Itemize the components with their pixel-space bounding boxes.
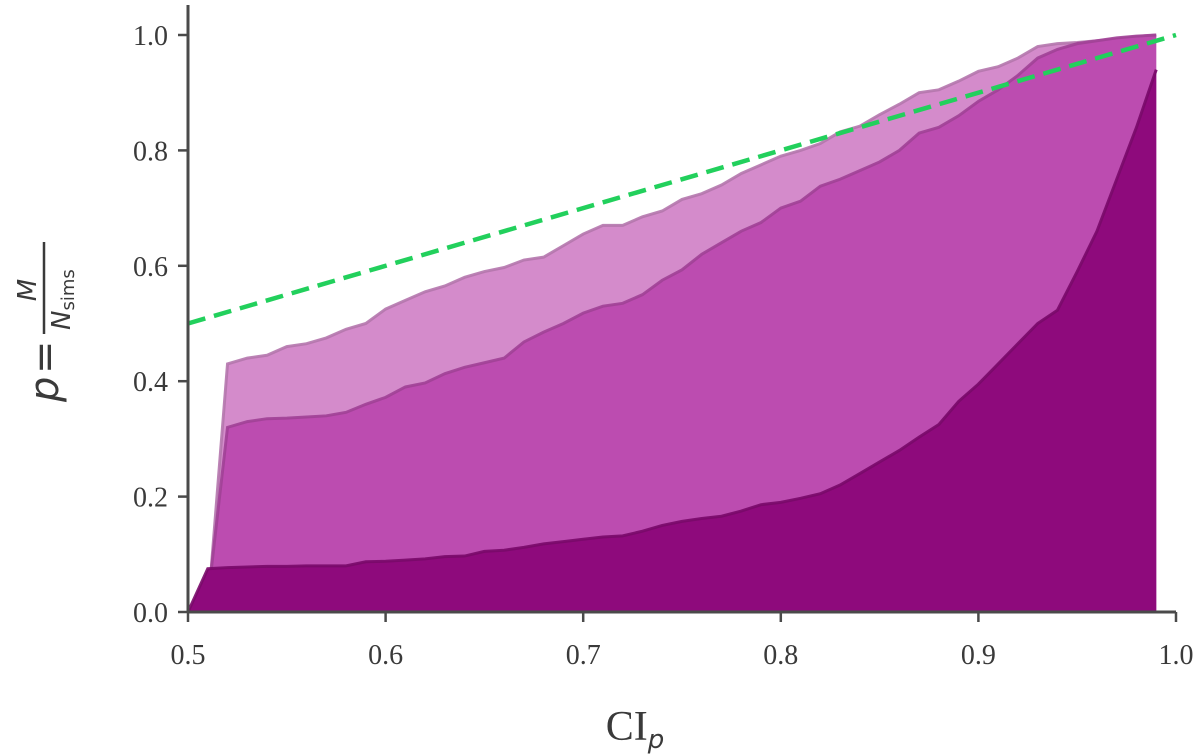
x-tick-label: 0.6 bbox=[368, 640, 403, 671]
y-axis-label-denominator: Nsims bbox=[47, 269, 79, 330]
y-tick-label: 1.0 bbox=[133, 21, 168, 52]
x-tick-label: 0.9 bbox=[961, 640, 996, 671]
x-tick-label: 1.0 bbox=[1159, 640, 1194, 671]
y-tick-label: 0.4 bbox=[133, 367, 168, 398]
y-axis-label: p = M Nsims bbox=[13, 242, 79, 403]
y-tick-label: 0.0 bbox=[133, 598, 168, 629]
y-tick-label: 0.2 bbox=[133, 483, 168, 514]
area-series-3 bbox=[188, 69, 1157, 613]
reference-line-group bbox=[187, 32, 1177, 326]
x-tick-label: 0.8 bbox=[763, 640, 798, 671]
y-axis-label-lhs: p bbox=[22, 377, 68, 403]
axes-group bbox=[186, 5, 1176, 614]
y-tick-label: 0.8 bbox=[133, 136, 168, 167]
x-tick-label: 0.7 bbox=[566, 640, 601, 671]
y-axis-label-numerator: M bbox=[13, 279, 43, 301]
reference-line-diagonal bbox=[187, 32, 1177, 326]
x-ticks-group: 0.5 0.6 0.7 0.8 0.9 1.0 bbox=[171, 612, 1194, 671]
area-series-3-edge bbox=[186, 69, 1158, 613]
x-axis-label: CIp bbox=[606, 704, 665, 755]
area-series-2-edge bbox=[187, 33, 1157, 614]
area-series-group bbox=[186, 33, 1158, 614]
y-tick-label: 0.6 bbox=[133, 252, 168, 283]
y-ticks-group: 0.0 0.2 0.4 0.6 0.8 1.0 bbox=[133, 21, 188, 629]
x-tick-label: 0.5 bbox=[171, 640, 206, 671]
area-series-1-edge bbox=[206, 33, 1157, 613]
y-axis-label-equals: = bbox=[22, 340, 68, 374]
